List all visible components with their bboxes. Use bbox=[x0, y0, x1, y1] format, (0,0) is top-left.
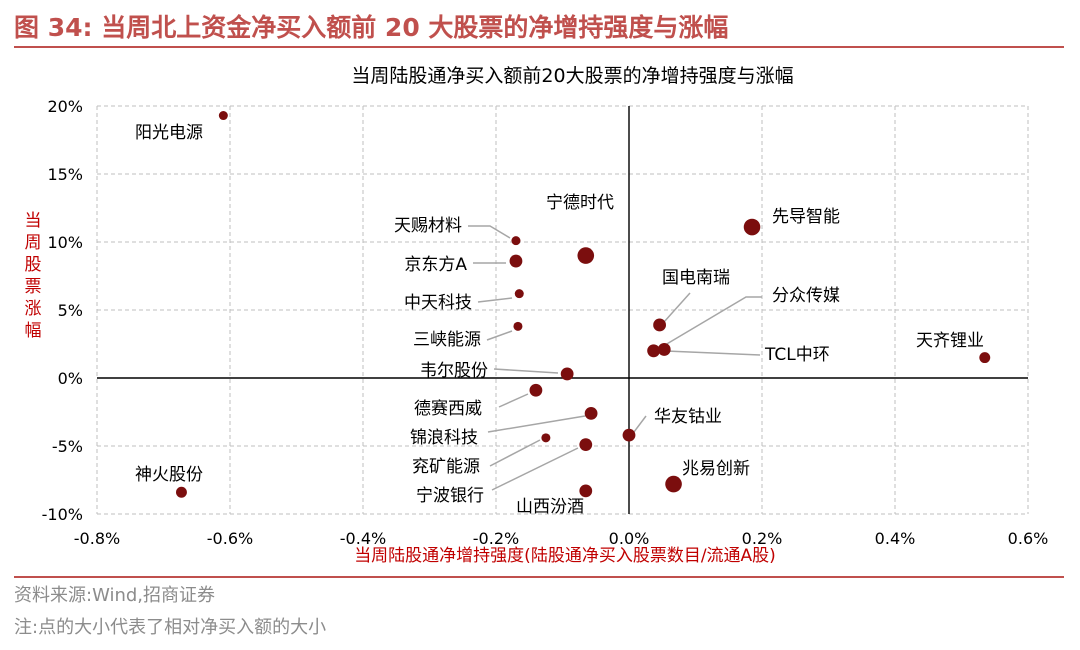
y-tick-label: 20% bbox=[47, 97, 83, 116]
point-label: 国电南瑞 bbox=[662, 268, 730, 288]
leader-line bbox=[659, 296, 762, 349]
point-label: 华友钴业 bbox=[654, 407, 722, 427]
point-label: 天齐锂业 bbox=[916, 331, 984, 351]
x-tick-label: 0.6% bbox=[1008, 529, 1049, 548]
y-tick-label: -10% bbox=[42, 505, 83, 524]
point-label: 韦尔股份 bbox=[420, 361, 488, 381]
data-point bbox=[218, 111, 228, 121]
footer-rule bbox=[14, 576, 1064, 578]
point-label: 山西汾酒 bbox=[516, 497, 584, 517]
y-tick-label: -5% bbox=[52, 437, 83, 456]
title-rule bbox=[14, 46, 1064, 48]
figure-label: 图 34: bbox=[14, 13, 93, 42]
figure-title-text: 当周北上资金净买入额前 20 大股票的净增持强度与涨幅 bbox=[101, 13, 729, 42]
data-point bbox=[541, 433, 551, 443]
leader-line bbox=[491, 447, 579, 491]
data-point bbox=[665, 475, 682, 493]
x-tick-label: -0.8% bbox=[74, 529, 120, 548]
point-label: 神火股份 bbox=[135, 465, 203, 485]
leader-line bbox=[665, 350, 761, 356]
point-label: 兖矿能源 bbox=[412, 457, 480, 477]
point-label: 先导智能 bbox=[772, 207, 840, 227]
y-tick-label: 10% bbox=[47, 233, 83, 252]
data-point bbox=[513, 321, 523, 331]
point-label: 阳光电源 bbox=[135, 123, 203, 143]
x-tick-label: -0.4% bbox=[340, 529, 386, 548]
leader-line bbox=[487, 415, 586, 433]
point-label: 德赛西威 bbox=[414, 398, 482, 419]
data-point bbox=[622, 428, 636, 442]
x-tick-label: 0.2% bbox=[742, 529, 783, 548]
point-label: 宁德时代 bbox=[546, 193, 614, 213]
point-label: 分众传媒 bbox=[772, 286, 840, 306]
data-point bbox=[743, 218, 761, 236]
source-note: 资料来源:Wind,招商证券 bbox=[14, 585, 216, 606]
data-point bbox=[584, 406, 598, 420]
x-axis-title: 当周陆股通净增持强度(陆股通净买入股票数目/流通A股) bbox=[354, 546, 776, 566]
data-point bbox=[579, 484, 593, 498]
data-point bbox=[647, 344, 661, 358]
point-label: TCL中环 bbox=[764, 345, 830, 365]
x-tick-label: 0.4% bbox=[875, 529, 916, 548]
leader-line bbox=[493, 368, 559, 374]
x-tick-label: -0.2% bbox=[473, 529, 519, 548]
size-footnote: 注:点的大小代表了相对净买入额的大小 bbox=[14, 617, 327, 638]
point-label: 三峡能源 bbox=[413, 330, 481, 350]
figure-title: 图 34: 当周北上资金净买入额前 20 大股票的净增持强度与涨幅 bbox=[14, 8, 728, 44]
leader-line bbox=[486, 330, 513, 341]
point-label: 中天科技 bbox=[404, 293, 472, 313]
y-axis-title: 当周股票涨幅 bbox=[25, 211, 42, 341]
data-point bbox=[511, 236, 521, 246]
data-point bbox=[577, 247, 595, 264]
y-tick-label: 5% bbox=[58, 301, 83, 320]
data-point bbox=[979, 352, 991, 364]
point-label: 天赐材料 bbox=[394, 216, 462, 236]
leader-line bbox=[468, 225, 511, 239]
data-point bbox=[509, 254, 523, 268]
data-point bbox=[529, 383, 543, 397]
y-tick-label: 15% bbox=[47, 165, 83, 184]
y-tick-label: 0% bbox=[58, 369, 83, 388]
leader-line bbox=[498, 393, 529, 408]
x-tick-label: -0.6% bbox=[207, 529, 253, 548]
data-point bbox=[579, 438, 593, 452]
point-label: 兆易创新 bbox=[682, 459, 750, 479]
data-point bbox=[560, 367, 574, 381]
leader-line bbox=[477, 297, 513, 303]
leader-line bbox=[489, 439, 541, 467]
scatter-chart: 当周陆股通净买入额前20大股票的净增持强度与涨幅 -0.8% -0.6% -0.4% -… bbox=[25, 65, 1049, 566]
data-point bbox=[176, 486, 187, 498]
point-label: 京东方A bbox=[404, 255, 467, 275]
chart-title: 当周陆股通净买入额前20大股票的净增持强度与涨幅 bbox=[351, 65, 793, 87]
point-label: 锦浪科技 bbox=[410, 428, 478, 448]
x-tick-label: 0.0% bbox=[609, 529, 650, 548]
point-label: 宁波银行 bbox=[416, 486, 484, 506]
data-point bbox=[514, 289, 524, 299]
data-point bbox=[653, 318, 666, 332]
leader-line bbox=[633, 415, 647, 433]
data-point bbox=[657, 343, 671, 356]
leader-line bbox=[663, 292, 691, 323]
